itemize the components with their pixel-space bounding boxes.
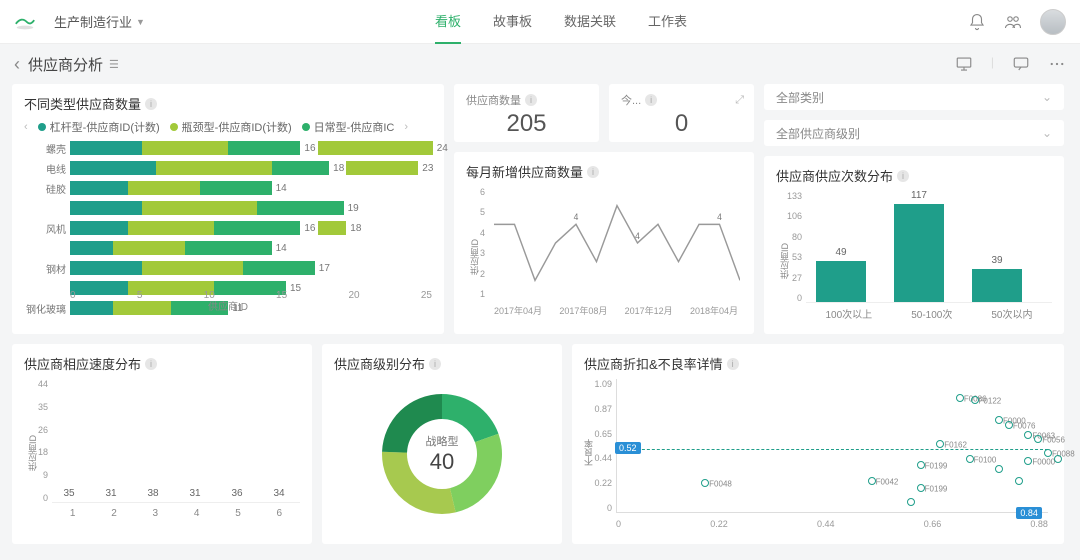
chevron-down-icon: ⌄ [1042, 126, 1052, 140]
panel-supply-freq: 供应商供应次数分布i 供应商ID 1331068053270 4911739 1… [764, 156, 1064, 334]
legend-prev-icon[interactable]: ‹ [24, 121, 28, 133]
col-chart: 供应商ID 1331068053270 4911739 100次以上50-100… [776, 191, 1052, 321]
kpi-today-value: 0 [621, 110, 742, 138]
info-icon[interactable]: i [429, 358, 441, 370]
chevron-down-icon: ⌄ [1042, 90, 1052, 104]
more-icon[interactable] [1048, 55, 1066, 73]
expand-icon[interactable]: ⤢ [735, 94, 744, 107]
nav-tab-kanban[interactable]: 看板 [435, 0, 461, 44]
info-icon[interactable]: i [645, 94, 657, 106]
stacked-col-chart: 供应商ID 4435261890 353138313634 123456 [24, 379, 300, 519]
info-icon[interactable]: i [897, 170, 909, 182]
filter-category[interactable]: 全部类别 ⌄ [764, 84, 1064, 110]
middle-column: 供应商数量i 205 今...i ⤢ 0 每月新增供应商数量i 供应商ID 65… [454, 84, 754, 334]
info-icon[interactable]: i [145, 98, 157, 110]
top-nav: 生产制造行业 ▼ 看板 故事板 数据关联 工作表 [0, 0, 1080, 44]
right-column: 全部类别 ⌄ 全部供应商级别 ⌄ 供应商供应次数分布i 供应商ID 133106… [764, 84, 1064, 334]
present-icon[interactable] [955, 55, 973, 73]
comment-icon[interactable] [1012, 55, 1030, 73]
page-title: 供应商分析 [28, 54, 103, 75]
filter-grade[interactable]: 全部供应商级别 ⌄ [764, 120, 1064, 146]
dashboard-grid: 不同类型供应商数量 i ‹ 杠杆型-供应商ID(计数) 瓶颈型-供应商ID(计数… [0, 84, 1080, 544]
bottom-row: 供应商相应速度分布i 供应商ID 4435261890 353138313634… [12, 344, 1064, 544]
svg-text:4: 4 [635, 231, 640, 241]
users-icon[interactable] [1004, 13, 1022, 31]
kpi-today: 今...i ⤢ 0 [609, 84, 754, 142]
sub-header: ‹ 供应商分析 ☰ | [0, 44, 1080, 84]
info-icon[interactable]: i [145, 358, 157, 370]
svg-text:4: 4 [574, 212, 579, 222]
info-icon[interactable]: i [587, 166, 599, 178]
bell-icon[interactable] [968, 13, 986, 31]
panel-a-legend: ‹ 杠杆型-供应商ID(计数) 瓶颈型-供应商ID(计数) 日常型-供应商IC … [24, 119, 432, 135]
line-chart: 供应商ID 654321 444 2017年04月2017年08月2017年12… [466, 187, 742, 317]
back-icon[interactable]: ‹ [14, 54, 20, 75]
kpi-supplier-count-value: 205 [466, 110, 587, 138]
panel-monthly-new: 每月新增供应商数量i 供应商ID 654321 444 2017年04月2017… [454, 152, 754, 334]
nav-tab-worksheet[interactable]: 工作表 [648, 0, 687, 44]
info-icon[interactable]: i [525, 94, 537, 106]
donut-chart: 战略型 40 [334, 379, 550, 529]
scatter-chart: 不良率 1.090.870.650.440.220 0.520.84F0048F… [584, 379, 1052, 529]
panel-grade-dist: 供应商级别分布i 战略型 40 [322, 344, 562, 544]
app-logo-icon [14, 11, 36, 33]
nav-right [968, 9, 1066, 35]
panel-supplier-types: 不同类型供应商数量 i ‹ 杠杆型-供应商ID(计数) 瓶颈型-供应商ID(计数… [12, 84, 444, 334]
chevron-down-icon: ▼ [136, 17, 145, 27]
hbar-chart: 螺壳1624电线1823硅胶1419风机161814钢材1715钢化玻璃1105… [24, 139, 432, 309]
sub-header-actions: | [955, 55, 1066, 73]
industry-selector[interactable]: 生产制造行业 ▼ [54, 12, 145, 31]
hbar-xlabel: 供应商ID [208, 298, 248, 313]
legend-next-icon[interactable]: › [404, 121, 408, 133]
nav-tab-story[interactable]: 故事板 [493, 0, 532, 44]
user-avatar[interactable] [1040, 9, 1066, 35]
info-icon[interactable]: i [727, 358, 739, 370]
panel-response-speed: 供应商相应速度分布i 供应商ID 4435261890 353138313634… [12, 344, 312, 544]
nav-tabs: 看板 故事板 数据关联 工作表 [435, 0, 687, 44]
menu-icon[interactable]: ☰ [109, 58, 119, 71]
panel-a-title: 不同类型供应商数量 i [24, 94, 432, 113]
kpi-supplier-count: 供应商数量i 205 [454, 84, 599, 142]
svg-text:4: 4 [717, 212, 722, 222]
panel-discount-defect: 供应商折扣&不良率详情i 不良率 1.090.870.650.440.220 0… [572, 344, 1064, 544]
nav-tab-relation[interactable]: 数据关联 [564, 0, 616, 44]
industry-label: 生产制造行业 [54, 12, 132, 31]
